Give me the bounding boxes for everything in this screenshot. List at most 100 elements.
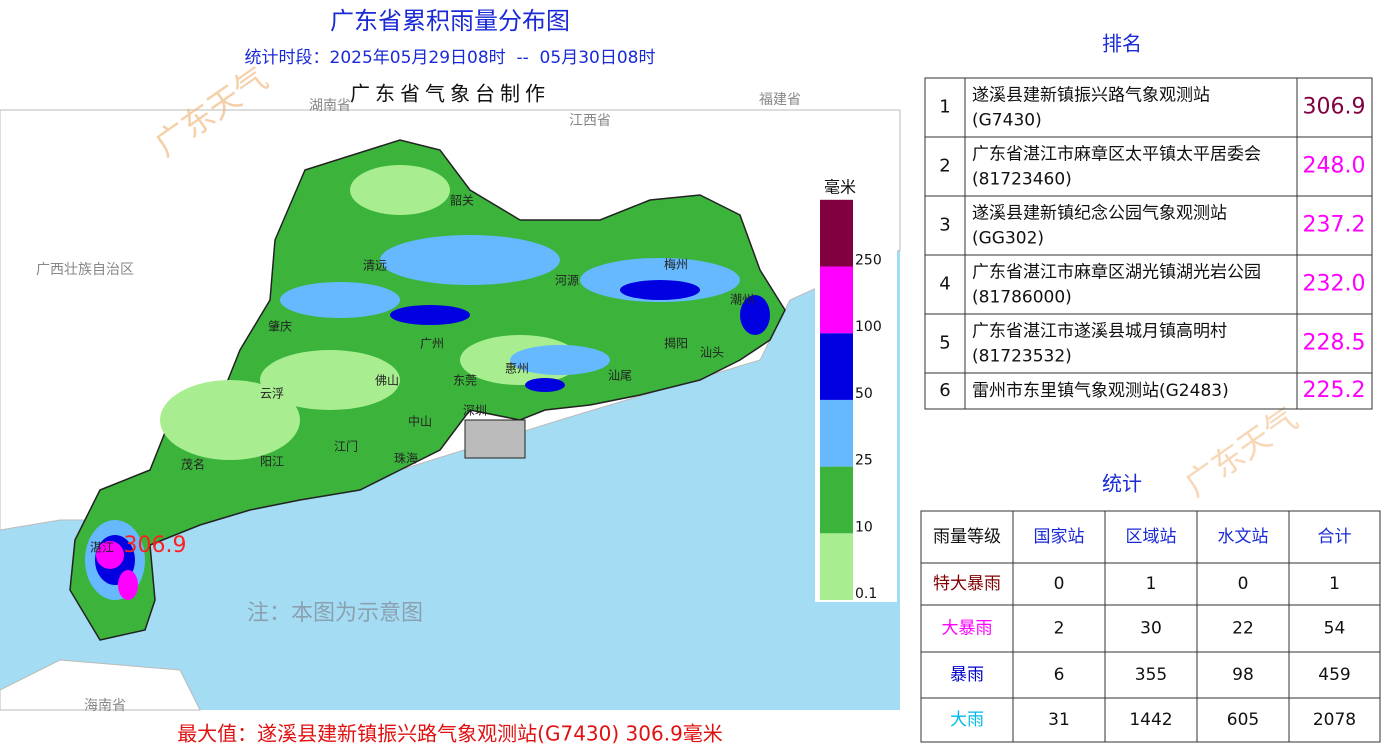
rain-areas xyxy=(85,165,770,600)
shape xyxy=(280,282,400,318)
region-label: 广西壮族自治区 xyxy=(36,262,134,278)
stat-cell: 98 xyxy=(1232,665,1254,685)
stat-cell: 大雨 xyxy=(950,710,984,730)
city-label: 潮州 xyxy=(730,292,754,307)
shape xyxy=(510,345,610,375)
stat-cell: 0 xyxy=(1238,574,1249,594)
shape xyxy=(350,165,450,215)
rank: 5 xyxy=(939,333,950,354)
stat-cell: 2 xyxy=(1054,619,1065,639)
city-label: 河源 xyxy=(555,274,579,288)
station-name: 广东省湛江市麻章区湖光镇湖光岩公园 xyxy=(972,263,1261,283)
legend-label: 25 xyxy=(855,453,873,469)
station-code: (81723532) xyxy=(972,347,1072,367)
city-label: 汕头 xyxy=(700,346,724,360)
max-label: 306.9 xyxy=(124,533,187,558)
region-label: 福建省 xyxy=(759,92,801,108)
rank: 6 xyxy=(939,380,950,401)
legend-label: 250 xyxy=(855,253,882,269)
legend-swatch xyxy=(820,533,853,600)
period: 统计时段：2025年05月29日08时 -- 05月30日08时 xyxy=(245,48,656,68)
station-name: 遂溪县建新镇纪念公园气象观测站 xyxy=(972,203,1227,224)
station-value: 237.2 xyxy=(1303,213,1366,238)
legend: 毫米 0.1 10 25 50 100 250 xyxy=(815,172,897,602)
table-cell xyxy=(1288,697,1381,743)
legend-swatch xyxy=(820,266,853,334)
city-label: 茂名 xyxy=(181,457,205,472)
legend-swatch xyxy=(820,399,853,467)
ranking-title: 排名 xyxy=(1102,32,1142,56)
stat-cell: 605 xyxy=(1227,710,1259,730)
city-label: 肇庆 xyxy=(268,319,292,334)
statistics-title: 统计 xyxy=(1102,472,1142,496)
city-label: 湛江 xyxy=(90,541,114,555)
legend-swatch xyxy=(820,333,853,400)
header-cell: 区域站 xyxy=(1126,527,1177,547)
station-name: 广东省湛江市麻章区太平镇太平居委会 xyxy=(972,145,1261,165)
city-label: 广州 xyxy=(420,337,444,351)
legend-swatch xyxy=(820,466,853,534)
station-code: (81786000) xyxy=(972,288,1072,308)
stat-cell: 6 xyxy=(1054,665,1065,685)
shape xyxy=(525,378,565,392)
stat-cell: 459 xyxy=(1318,665,1350,685)
legend-label: 10 xyxy=(855,519,873,535)
header-cell: 国家站 xyxy=(1034,527,1085,547)
city-label: 佛山 xyxy=(375,374,399,388)
shape xyxy=(118,570,138,600)
shape xyxy=(464,419,526,459)
rank: 2 xyxy=(939,156,950,177)
rank: 4 xyxy=(939,274,950,295)
station-value: 225.2 xyxy=(1303,378,1366,403)
station-code: (G7430) xyxy=(972,111,1042,131)
legend-label: 50 xyxy=(855,386,873,402)
header-cell: 合计 xyxy=(1318,527,1352,547)
station-value: 306.9 xyxy=(1303,95,1366,120)
shape xyxy=(380,235,560,285)
station-value: 228.5 xyxy=(1303,331,1366,356)
stat-cell: 355 xyxy=(1135,665,1167,685)
stat-cell: 0 xyxy=(1054,574,1065,594)
station-value: 248.0 xyxy=(1303,154,1366,179)
stat-cell: 22 xyxy=(1232,619,1254,639)
stat-cell: 54 xyxy=(1324,619,1346,639)
stat-cell: 1442 xyxy=(1129,710,1172,730)
station-name: 遂溪县建新镇振兴路气象观测站 xyxy=(972,86,1210,106)
stat-cell: 31 xyxy=(1048,710,1070,730)
footer: 最大值：遂溪县建新镇振兴路气象观测站(G7430) 306.9毫米 xyxy=(177,722,723,746)
table-cell xyxy=(1296,372,1373,410)
legend-label: 100 xyxy=(855,319,882,335)
city-label: 阳江 xyxy=(260,455,284,469)
title: 广东省累积雨量分布图 xyxy=(330,7,570,35)
stat-cell: 大暴雨 xyxy=(942,619,993,639)
stat-cell: 暴雨 xyxy=(950,665,984,685)
city-label: 深圳 xyxy=(463,404,487,418)
station-code: (GG302) xyxy=(972,229,1044,249)
city-label: 东莞 xyxy=(453,374,477,388)
hainan-land xyxy=(0,659,201,711)
stat-cell: 2078 xyxy=(1313,710,1356,730)
region-label: 江西省 xyxy=(569,113,611,129)
rank: 3 xyxy=(939,215,950,236)
city-label: 中山 xyxy=(408,414,432,429)
city-label: 梅州 xyxy=(664,257,688,272)
region-label: 湖南省 xyxy=(309,98,351,114)
station-name: 雷州市东里镇气象观测站 xyxy=(972,381,1159,401)
stat-cell: 1 xyxy=(1146,574,1157,594)
shape xyxy=(260,350,400,410)
shape xyxy=(390,305,470,325)
header-cell: 雨量等级 xyxy=(933,527,1001,547)
stat-cell: 1 xyxy=(1329,574,1340,594)
legend-unit: 毫米 xyxy=(824,178,856,197)
station-name: 雷州市东里镇气象观测站(G2483) xyxy=(972,381,1229,401)
stat-cell: 特大暴雨 xyxy=(933,574,1001,594)
legend-swatch xyxy=(820,199,853,267)
shape xyxy=(620,280,700,300)
city-label: 珠海 xyxy=(394,451,418,466)
producer: 广东省气象台制作 xyxy=(350,82,550,106)
note: 注：本图为示意图 xyxy=(247,601,423,626)
stat-cell: 30 xyxy=(1140,619,1162,639)
shape xyxy=(96,541,124,569)
city-label: 清远 xyxy=(363,259,387,273)
